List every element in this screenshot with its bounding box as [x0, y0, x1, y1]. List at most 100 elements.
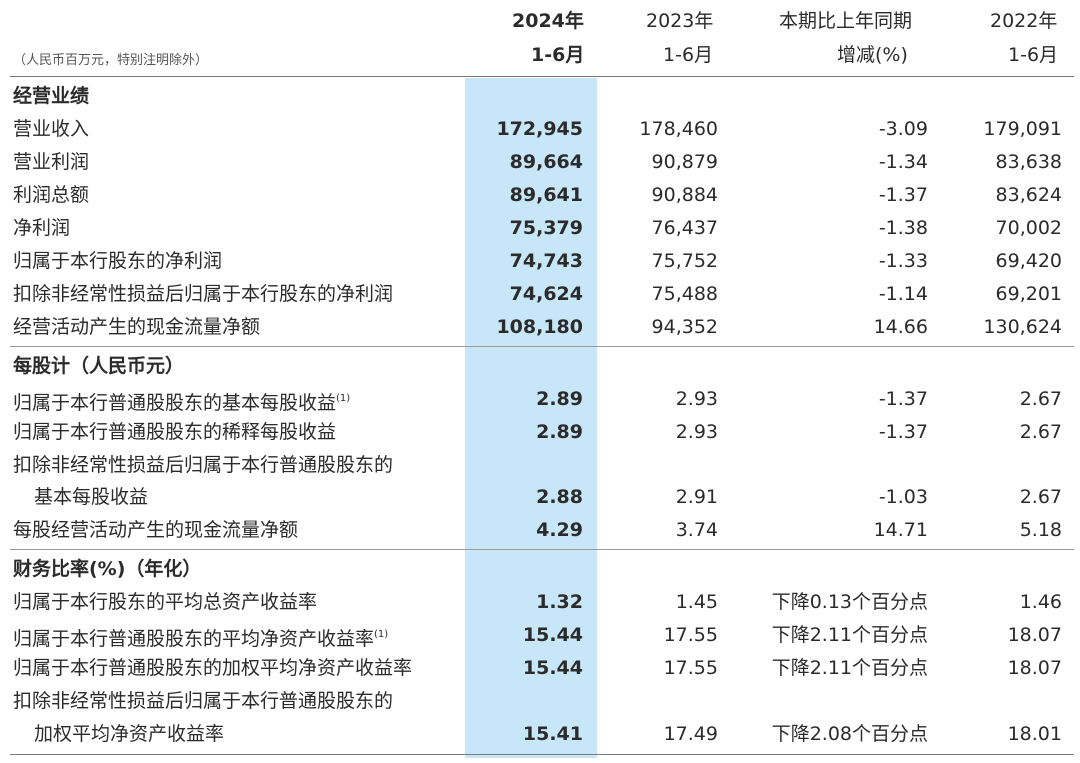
col-change-title: 本期比上年同期 [779, 10, 913, 32]
value-2023: 90,879 [651, 151, 718, 173]
row-label: 利润总额 [13, 184, 90, 206]
table-row: 经营活动产生的现金流量净额 108,180 94,352 14.66 130,6… [0, 311, 1080, 343]
value-2024: 1.32 [536, 591, 583, 613]
value-2022: 179,091 [983, 118, 1062, 140]
value-2022: 2.67 [1019, 421, 1062, 443]
value-2022: 2.67 [1019, 486, 1062, 508]
row-label: 加权平均净资产收益率 [34, 723, 225, 745]
table-row-label-continuation: 扣除非经常性损益后归属于本行普通股股东的 [0, 449, 1080, 481]
value-2022: 83,624 [995, 184, 1062, 206]
value-2022: 1.46 [1019, 591, 1062, 613]
value-2022: 69,420 [995, 250, 1062, 272]
value-2024: 172,945 [496, 118, 583, 140]
value-2023: 90,884 [651, 184, 718, 206]
value-2023: 3.74 [675, 519, 718, 541]
section-title-operating-results: 经营业绩 [13, 85, 90, 107]
value-2023: 17.49 [663, 723, 718, 745]
value-2022: 130,624 [983, 316, 1062, 338]
row-label: 基本每股收益 [34, 486, 149, 508]
col-2023-period: 1-6月 [663, 44, 714, 66]
table-row: 利润总额 89,641 90,884 -1.37 83,624 [0, 179, 1080, 211]
row-label: 净利润 [13, 217, 71, 239]
row-label: 归属于本行普通股股东的平均净资产收益率(1) [13, 628, 389, 650]
value-2023: 17.55 [663, 624, 718, 646]
table-row: 归属于本行股东的净利润 74,743 75,752 -1.33 69,420 [0, 245, 1080, 277]
value-change: -1.03 [878, 486, 928, 508]
value-2024: 108,180 [496, 316, 583, 338]
value-2022: 70,002 [995, 217, 1062, 239]
value-2022: 2.67 [1019, 388, 1062, 410]
table-row: 营业利润 89,664 90,879 -1.34 83,638 [0, 146, 1080, 178]
row-label: 扣除非经常性损益后归属于本行股东的净利润 [13, 283, 394, 305]
footnote-marker: (1) [336, 393, 351, 404]
value-change: 下降0.13个百分点 [771, 591, 928, 613]
table-row: 归属于本行普通股股东的平均净资产收益率(1) 15.44 17.55 下降2.1… [0, 619, 1080, 651]
value-2022: 69,201 [995, 283, 1062, 305]
value-change: -1.34 [878, 151, 928, 173]
value-change: 下降2.11个百分点 [771, 624, 928, 646]
value-change: -1.37 [878, 388, 928, 410]
col-2024-year: 2024年 [512, 10, 584, 32]
section-header-row: 财务比率(%)（年化） [0, 553, 1080, 585]
row-label: 每股经营活动产生的现金流量净额 [13, 519, 299, 541]
col-change-unit: 增减(%) [837, 44, 908, 66]
value-2022: 5.18 [1019, 519, 1062, 541]
value-2022: 18.07 [1007, 624, 1062, 646]
value-2023: 1.45 [675, 591, 718, 613]
value-2024: 2.89 [536, 388, 583, 410]
value-2023: 94,352 [651, 316, 718, 338]
section-header-row: 每股计（人民币元） [0, 350, 1080, 382]
header-rule [10, 76, 1074, 77]
value-change: -1.14 [878, 283, 928, 305]
value-change: -1.37 [878, 421, 928, 443]
value-change: -1.33 [878, 250, 928, 272]
section-header-row: 经营业绩 [0, 80, 1080, 112]
value-2024: 74,624 [509, 283, 583, 305]
col-2023-year: 2023年 [646, 10, 714, 32]
value-2023: 17.55 [663, 657, 718, 679]
table-row: 扣除非经常性损益后归属于本行股东的净利润 74,624 75,488 -1.14… [0, 278, 1080, 310]
col-2024-period: 1-6月 [531, 44, 585, 66]
value-2024: 15.44 [522, 657, 583, 679]
value-2023: 76,437 [651, 217, 718, 239]
row-label: 归属于本行普通股股东的稀释每股收益 [13, 421, 337, 443]
value-2024: 74,743 [509, 250, 583, 272]
value-2022: 18.07 [1007, 657, 1062, 679]
table-row: 归属于本行股东的平均总资产收益率 1.32 1.45 下降0.13个百分点 1.… [0, 586, 1080, 618]
table-row: 归属于本行普通股股东的基本每股收益(1) 2.89 2.93 -1.37 2.6… [0, 383, 1080, 415]
section-divider [10, 549, 1074, 550]
value-change: 下降2.11个百分点 [771, 657, 928, 679]
row-label: 扣除非经常性损益后归属于本行普通股股东的 [13, 454, 394, 476]
row-label: 归属于本行股东的平均总资产收益率 [13, 591, 318, 613]
value-2024: 2.89 [536, 421, 583, 443]
value-2023: 75,488 [651, 283, 718, 305]
col-2022-period: 1-6月 [1008, 44, 1059, 66]
value-2024: 89,641 [509, 184, 583, 206]
value-2024: 89,664 [509, 151, 583, 173]
section-title-per-share: 每股计（人民币元） [13, 355, 185, 377]
value-2023: 2.91 [675, 486, 718, 508]
footnote-marker: (1) [374, 629, 389, 640]
row-label: 归属于本行普通股股东的加权平均净资产收益率 [13, 657, 413, 679]
value-2024: 2.88 [536, 486, 583, 508]
value-2023: 2.93 [675, 421, 718, 443]
row-label: 经营活动产生的现金流量净额 [13, 316, 261, 338]
value-change: 下降2.08个百分点 [771, 723, 928, 745]
table-bottom-rule [10, 754, 1074, 755]
value-change: 14.66 [873, 316, 928, 338]
value-2024: 4.29 [536, 519, 583, 541]
row-label: 营业收入 [13, 118, 90, 140]
table-row: 加权平均净资产收益率 15.41 17.49 下降2.08个百分点 18.01 [0, 718, 1080, 750]
col-2022-year: 2022年 [990, 10, 1058, 32]
value-2023: 178,460 [639, 118, 718, 140]
value-2024: 15.44 [522, 624, 583, 646]
table-row: 基本每股收益 2.88 2.91 -1.03 2.67 [0, 481, 1080, 513]
row-label: 归属于本行普通股股东的基本每股收益(1) [13, 392, 351, 414]
row-label: 扣除非经常性损益后归属于本行普通股股东的 [13, 690, 394, 712]
table-row: 营业收入 172,945 178,460 -3.09 179,091 [0, 113, 1080, 145]
table-row: 归属于本行普通股股东的稀释每股收益 2.89 2.93 -1.37 2.67 [0, 416, 1080, 448]
table-row-label-continuation: 扣除非经常性损益后归属于本行普通股股东的 [0, 685, 1080, 717]
value-2023: 2.93 [675, 388, 718, 410]
row-label: 营业利润 [13, 151, 90, 173]
